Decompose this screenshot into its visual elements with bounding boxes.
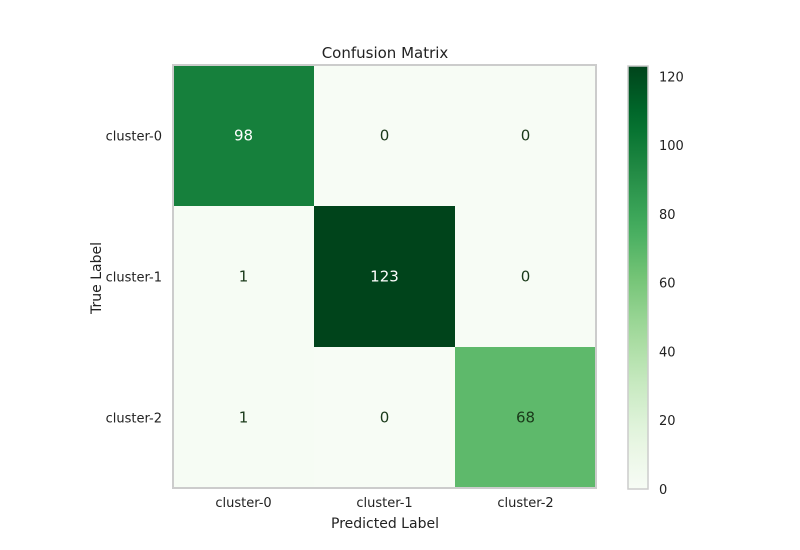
heatmap-cell-2-0 bbox=[173, 347, 314, 488]
cell-value-0-1: 0 bbox=[380, 127, 390, 145]
cell-value-1-1: 123 bbox=[370, 268, 399, 286]
cell-value-1-2: 0 bbox=[521, 268, 531, 286]
heatmap-cell-1-1 bbox=[314, 206, 455, 347]
cell-value-0-2: 0 bbox=[521, 127, 531, 145]
heatmap-cell-0-2 bbox=[455, 65, 596, 206]
colorbar bbox=[627, 65, 649, 490]
cell-value-1-0: 1 bbox=[239, 268, 249, 286]
y-tick-label-2: cluster-2 bbox=[106, 412, 162, 427]
plot-frame bbox=[172, 64, 597, 489]
y-tick-label-0: cluster-0 bbox=[106, 130, 162, 145]
heatmap-cell-labels: 98 0 0 1 123 0 1 0 68 bbox=[234, 127, 535, 427]
colorbar-tick-label-0: 0 bbox=[659, 483, 667, 498]
heatmap-cell-1-2 bbox=[455, 206, 596, 347]
y-tick-label-1: cluster-1 bbox=[106, 271, 162, 286]
y-axis-label: True Label bbox=[89, 242, 105, 315]
colorbar-ticks: 0 20 40 60 80 100 120 bbox=[659, 70, 684, 498]
x-tick-label-2: cluster-2 bbox=[497, 496, 553, 511]
colorbar-tick-label-1: 20 bbox=[659, 414, 676, 429]
heatmap-cells bbox=[173, 65, 596, 488]
cell-value-2-2: 68 bbox=[516, 409, 535, 427]
heatmap-cell-1-0 bbox=[173, 206, 314, 347]
colorbar-tick-label-4: 80 bbox=[659, 208, 676, 223]
x-axis-label: Predicted Label bbox=[331, 516, 439, 532]
y-axis-ticks: cluster-0 cluster-1 cluster-2 bbox=[106, 130, 162, 427]
colorbar-tick-label-3: 60 bbox=[659, 277, 676, 292]
colorbar-tick-label-6: 120 bbox=[659, 70, 684, 85]
colorbar-tick-label-2: 40 bbox=[659, 345, 676, 360]
heatmap-cell-2-1 bbox=[314, 347, 455, 488]
colorbar-tick-label-5: 100 bbox=[659, 139, 684, 154]
cell-value-2-1: 0 bbox=[380, 409, 390, 427]
chart-title: Confusion Matrix bbox=[322, 44, 449, 62]
heatmap-cell-0-0 bbox=[173, 65, 314, 206]
x-tick-label-0: cluster-0 bbox=[215, 496, 271, 511]
cell-value-2-0: 1 bbox=[239, 409, 249, 427]
x-axis-ticks: cluster-0 cluster-1 cluster-2 bbox=[215, 496, 553, 511]
cell-value-0-0: 98 bbox=[234, 127, 253, 145]
x-tick-label-1: cluster-1 bbox=[356, 496, 412, 511]
heatmap-cell-0-1 bbox=[314, 65, 455, 206]
heatmap-cell-2-2 bbox=[455, 347, 596, 488]
